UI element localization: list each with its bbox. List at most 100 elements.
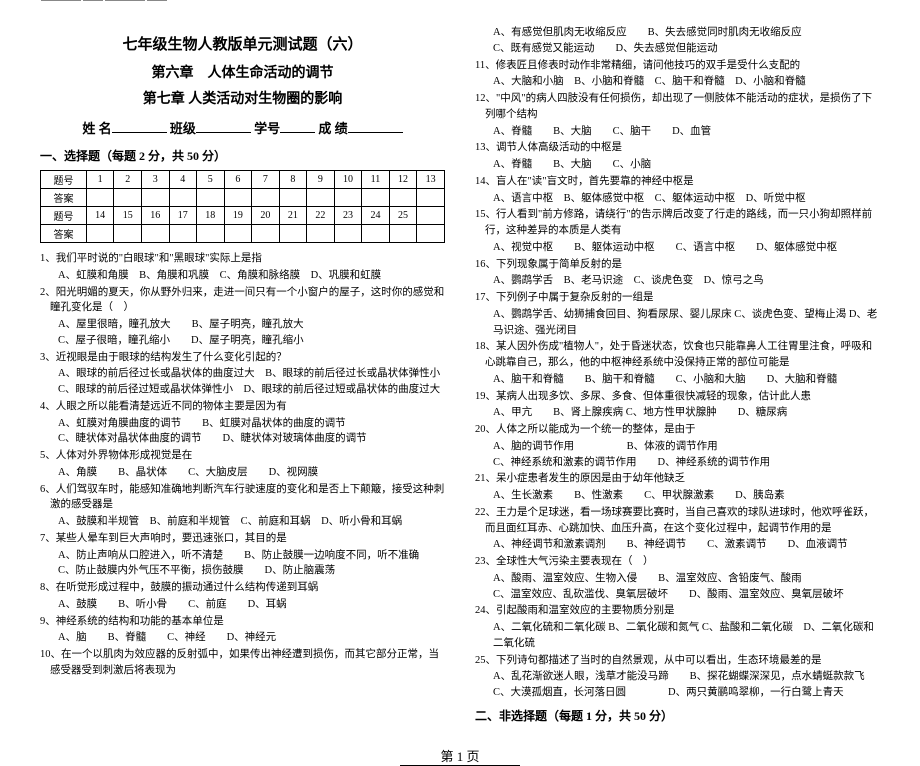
ans-num: 22	[307, 207, 335, 225]
ans-num: 2	[114, 171, 142, 189]
ans-num: 4	[169, 171, 197, 189]
id-label: 学号	[254, 121, 280, 136]
question: 17、下列例子中属于复杂反射的一组是	[475, 290, 880, 306]
name-line: 姓 名 班级 学号 成 绩	[40, 118, 445, 137]
ans-num: 23	[334, 207, 362, 225]
question: 8、在听觉形成过程中，鼓膜的振动通过什么结构传递到耳蜗	[40, 580, 445, 596]
questions-right: A、有感觉但肌肉无收缩反应 B、失去感觉同时肌肉无收缩反应C、既有感觉又能运动 …	[475, 25, 880, 701]
options: A、屋里很暗，瞳孔放大 B、屋子明亮，瞳孔放大	[40, 317, 445, 333]
options: A、语言中枢 B、躯体感觉中枢 C、躯体运动中枢 D、听觉中枢	[475, 191, 880, 207]
ans-cell	[417, 225, 445, 243]
ans-num: 11	[362, 171, 390, 189]
options: C、防止鼓膜内外气压不平衡，损伤鼓膜 D、防止脑震荡	[40, 563, 445, 579]
ans-num: 8	[279, 171, 307, 189]
ans-cell	[224, 189, 252, 207]
options: A、神经调节和激素调剂 B、神经调节 C、激素调节 D、血液调节	[475, 537, 880, 553]
ans-cell	[197, 189, 225, 207]
ans-cell	[307, 225, 335, 243]
options: A、脑 B、脊髓 C、神经 D、神经元	[40, 630, 445, 646]
ans-cell	[141, 225, 169, 243]
ans-cell	[279, 189, 307, 207]
question: 6、人们驾驭车时，能感知准确地判断汽车行驶速度的变化和是否上下颠簸，接受这种刺激…	[40, 482, 445, 514]
ans-num: 12	[389, 171, 417, 189]
ans-num	[417, 207, 445, 225]
question: 24、引起酸雨和温室效应的主要物质分别是	[475, 603, 880, 619]
ans-cell	[362, 225, 390, 243]
options: A、视觉中枢 B、躯体运动中枢 C、语言中枢 D、躯体感觉中枢	[475, 240, 880, 256]
ans-num: 6	[224, 171, 252, 189]
options: A、脑干和脊髓 B、脑干和脊髓 C、小脑和大脑 D、大脑和脊髓	[475, 372, 880, 388]
ans-num: 20	[252, 207, 280, 225]
ans-cell	[389, 225, 417, 243]
options: A、眼球的前后径过长或晶状体的曲度过大 B、眼球的前后径过长或晶状体弹性小	[40, 366, 445, 382]
class-label: 班级	[170, 121, 196, 136]
section1-head: 一、选择题（每题 2 分，共 50 分）	[40, 147, 445, 164]
options: C、温室效应、乱砍滥伐、臭氧层破坏 D、酸雨、温室效应、臭氧层破坏	[475, 587, 880, 603]
question: 22、王力是个足球迷，看一场球赛要比赛时，当自己喜欢的球队进球时，他欢呼雀跃，而…	[475, 505, 880, 537]
questions-left: 1、我们平时说的"白眼球"和"黑眼球"实际上是指A、虹膜和角膜 B、角膜和巩膜 …	[40, 251, 445, 679]
ans-cell	[169, 189, 197, 207]
ans-cell	[279, 225, 307, 243]
ans-num: 5	[197, 171, 225, 189]
ans-cell	[252, 189, 280, 207]
options: C、神经系统和激素的调节作用 D、神经系统的调节作用	[475, 455, 880, 471]
options: A、防止声响从口腔进入，听不清楚 B、防止鼓膜一边响度不同，听不准确	[40, 548, 445, 564]
question: 16、下列现象属于简单反射的是	[475, 257, 880, 273]
options: A、鼓膜和半规管 B、前庭和半规管 C、前庭和耳蜗 D、听小骨和耳蜗	[40, 514, 445, 530]
ans-cell	[307, 189, 335, 207]
section2-head: 二、非选择题（每题 1 分，共 50 分）	[475, 707, 880, 724]
options: A、角膜 B、晶状体 C、大脑皮层 D、视网膜	[40, 465, 445, 481]
ans-cell	[362, 189, 390, 207]
options: A、鹦鹉学舌 B、老马识途 C、谈虎色变 D、惊弓之鸟	[475, 273, 880, 289]
options: C、屋子很暗，瞳孔缩小 D、屋子明亮，瞳孔缩小	[40, 333, 445, 349]
ans-cell	[417, 189, 445, 207]
question: 21、呆小症患者发生的原因是由于幼年他缺乏	[475, 471, 880, 487]
options: A、二氧化硫和二氧化碳 B、二氧化碳和氮气 C、盐酸和二氧化碳 D、二氧化碳和二…	[475, 620, 880, 652]
question: 3、近视眼是由于眼球的结构发生了什么变化引起的？	[40, 350, 445, 366]
question: 7、某些人晕车到巨大声响时，要迅速张口，其目的是	[40, 531, 445, 547]
question: 10、在一个以肌肉为效应器的反射弧中，如果传出神经遭到损伤，而其它部分正常，当感…	[40, 647, 445, 679]
title-sub1: 第六章 人体生命活动的调节	[40, 62, 445, 82]
question: 1、我们平时说的"白眼球"和"黑眼球"实际上是指	[40, 251, 445, 267]
question: 9、神经系统的结构和功能的基本单位是	[40, 614, 445, 630]
question: 12、"中风"的病人四肢没有任何损伤，却出现了一侧肢体不能活动的症状，是损伤了下…	[475, 91, 880, 123]
title-sub2: 第七章 人类活动对生物圈的影响	[40, 88, 445, 108]
options: A、脊髓 B、大脑 C、小脑	[475, 157, 880, 173]
answer-table: 题号12345678910111213 答案 题号141516171819202…	[40, 170, 445, 243]
options: A、甲亢 B、肾上腺疾病 C、地方性甲状腺肿 D、糖尿病	[475, 405, 880, 421]
options: C、大漠孤烟直，长河落日圆 D、两只黄鹂鸣翠柳，一行白鹭上青天	[475, 685, 880, 701]
ans-num: 14	[86, 207, 114, 225]
question: 25、下列诗句都描述了当时的自然景观，从中可以看出，生态环境最差的是	[475, 653, 880, 669]
options: A、乱花渐欲迷人眼，浅草才能没马蹄 B、探花蝴蝶深深见，点水蜻蜓款款飞	[475, 669, 880, 685]
question: 15、行人看到"前方修路，请绕行"的告示牌后改变了行走的路线，而一只小狗却照样前…	[475, 207, 880, 239]
ans-num: 21	[279, 207, 307, 225]
question: 14、盲人在"读"盲文时，首先要靠的神经中枢是	[475, 174, 880, 190]
ans-cell	[141, 189, 169, 207]
options: A、虹膜和角膜 B、角膜和巩膜 C、角膜和脉络膜 D、巩膜和虹膜	[40, 268, 445, 284]
ans-cell	[334, 225, 362, 243]
question: 23、全球性大气污染主要表现在（ ）	[475, 554, 880, 570]
ans-cell	[334, 189, 362, 207]
score-label: 成 绩	[318, 121, 347, 136]
question: 4、人眼之所以能看清楚远近不同的物体主要是因为有	[40, 399, 445, 415]
options: C、既有感觉又能运动 D、失去感觉但能运动	[475, 41, 880, 57]
question: 2、阳光明媚的夏天，你从野外归来，走进一间只有一个小窗户的屋子，这时你的感觉和瞳…	[40, 285, 445, 317]
ans-cell	[389, 189, 417, 207]
name-label: 姓 名	[82, 121, 111, 136]
ans-num: 16	[141, 207, 169, 225]
ans-cell	[197, 225, 225, 243]
question: 20、人体之所以能成为一个统一的整体，是由于	[475, 422, 880, 438]
options: A、有感觉但肌肉无收缩反应 B、失去感觉同时肌肉无收缩反应	[475, 25, 880, 41]
ans-num: 1	[86, 171, 114, 189]
question: 11、修表匠且修表时动作非常精细，请问他技巧的双手是受什么支配的	[475, 58, 880, 74]
ans-cell	[114, 189, 142, 207]
question: 13、调节人体高级活动的中枢是	[475, 140, 880, 156]
options: A、脊髓 B、大脑 C、脑干 D、血管	[475, 124, 880, 140]
options: A、酸雨、温室效应、生物入侵 B、温室效应、含铅废气、酸雨	[475, 571, 880, 587]
ans-num: 9	[307, 171, 335, 189]
options: A、鹦鹉学舌、幼狮捕食回目、狗看尿尿、婴儿尿床 C、谈虎色变、望梅止渴 D、老马…	[475, 307, 880, 339]
options: A、大脑和小脑 B、小脑和脊髓 C、脑干和脊髓 D、小脑和脊髓	[475, 74, 880, 90]
ans-cell	[86, 189, 114, 207]
page-footer: 第 1 页	[400, 744, 520, 766]
ans-num: 7	[252, 171, 280, 189]
